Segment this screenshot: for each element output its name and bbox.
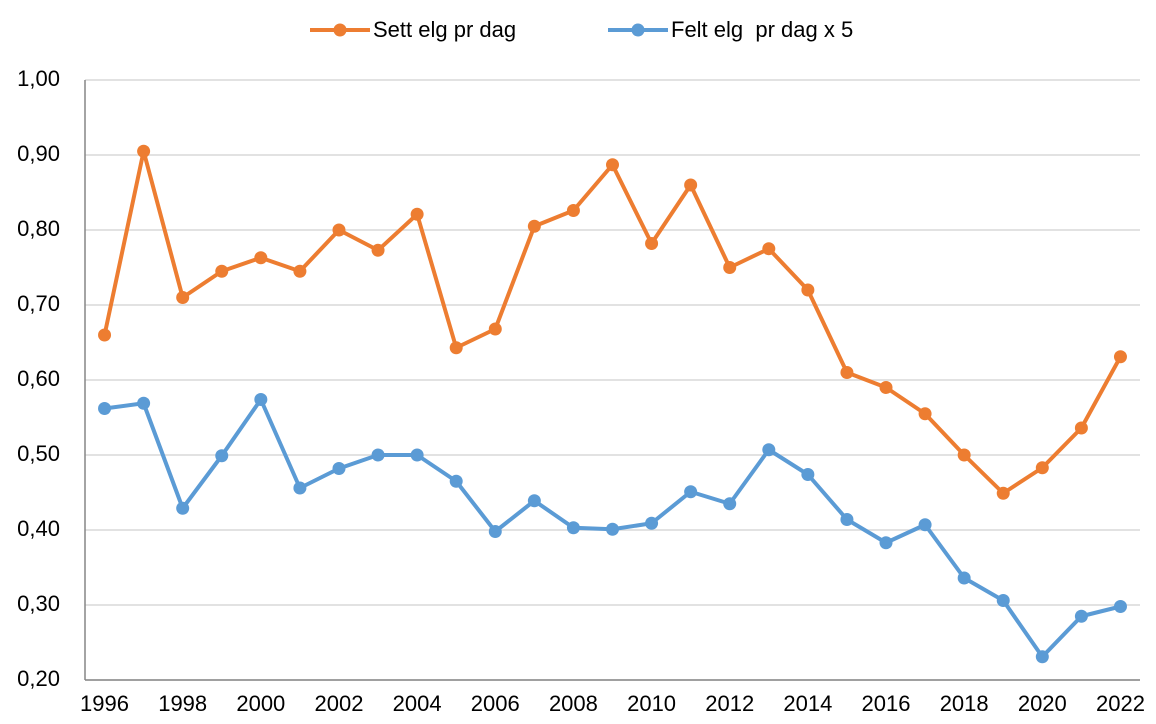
y-tick-label: 0,90 xyxy=(17,141,60,166)
point xyxy=(606,158,619,172)
point xyxy=(176,291,190,304)
x-tick-label: 1998 xyxy=(158,691,207,716)
series-line xyxy=(102,149,1123,496)
x-tick-label: 2004 xyxy=(393,691,442,716)
y-tick-label: 0,80 xyxy=(17,216,60,241)
legend-marker xyxy=(631,23,645,37)
point xyxy=(762,443,776,457)
y-tick-label: 0,70 xyxy=(17,291,60,316)
point xyxy=(1035,650,1049,664)
point xyxy=(1113,350,1127,364)
point xyxy=(176,501,190,515)
point xyxy=(410,207,424,221)
legend-marker xyxy=(333,23,347,37)
point xyxy=(254,393,268,406)
legend-label: Felt elg pr dag x 5 xyxy=(671,17,853,42)
point xyxy=(137,144,151,158)
point xyxy=(723,497,737,511)
point xyxy=(957,571,971,585)
x-tick-label: 2002 xyxy=(315,691,364,716)
point xyxy=(645,516,659,530)
point xyxy=(488,322,502,336)
point xyxy=(879,536,893,550)
point xyxy=(1074,421,1088,435)
x-tick-label: 2020 xyxy=(1018,691,1067,716)
point xyxy=(488,525,502,538)
y-tick-label: 0,50 xyxy=(17,441,60,466)
x-tick-label: 2010 xyxy=(627,691,676,716)
point xyxy=(98,328,112,342)
point xyxy=(137,396,151,410)
point xyxy=(449,341,463,355)
point xyxy=(1035,461,1049,475)
x-tick-label: 2006 xyxy=(471,691,520,716)
legend-label: Sett elg pr dag xyxy=(373,17,516,42)
y-tick-label: 0,40 xyxy=(17,516,60,541)
point xyxy=(371,243,385,257)
point xyxy=(527,219,541,233)
point xyxy=(215,449,229,463)
point xyxy=(215,264,229,278)
point xyxy=(723,261,737,274)
point xyxy=(996,486,1010,500)
point xyxy=(332,462,346,475)
point xyxy=(684,485,698,499)
point xyxy=(98,402,112,415)
x-tick-label: 2016 xyxy=(862,691,911,716)
point xyxy=(762,242,776,256)
point xyxy=(840,366,854,379)
point xyxy=(801,283,815,297)
x-tick-label: 2008 xyxy=(549,691,598,716)
y-tick-label: 1,00 xyxy=(17,66,60,91)
point xyxy=(566,204,580,217)
point xyxy=(996,594,1010,607)
point xyxy=(801,468,815,481)
x-tick-label: 2014 xyxy=(783,691,832,716)
point xyxy=(527,494,541,508)
y-tick-label: 0,20 xyxy=(17,666,60,691)
point xyxy=(918,518,932,532)
x-tick-label: 1996 xyxy=(80,691,129,716)
x-tick-label: 2018 xyxy=(940,691,989,716)
y-tick-label: 0,60 xyxy=(17,366,60,391)
point xyxy=(566,521,580,535)
point xyxy=(254,251,268,265)
x-tick-label: 2012 xyxy=(705,691,754,716)
point xyxy=(293,481,307,495)
point xyxy=(293,264,307,278)
point xyxy=(957,448,971,462)
point xyxy=(1113,600,1127,613)
point xyxy=(918,407,932,421)
x-tick-label: 2000 xyxy=(236,691,285,716)
point xyxy=(879,381,893,394)
point xyxy=(1074,609,1088,623)
point xyxy=(449,474,463,488)
point xyxy=(332,223,346,237)
point xyxy=(684,178,698,192)
point xyxy=(606,522,619,536)
x-tick-label: 2022 xyxy=(1096,691,1145,716)
y-tick-label: 0,30 xyxy=(17,591,60,616)
point xyxy=(840,513,854,526)
point xyxy=(410,448,424,462)
point xyxy=(645,237,659,250)
point xyxy=(371,448,385,462)
